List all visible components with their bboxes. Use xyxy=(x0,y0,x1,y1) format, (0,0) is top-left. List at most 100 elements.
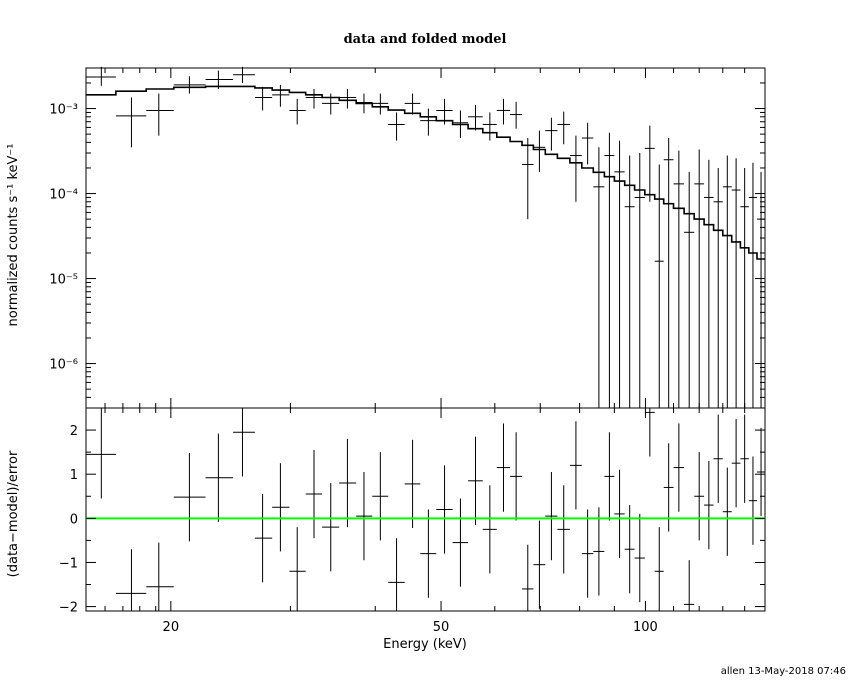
data-point xyxy=(604,132,615,408)
residual-point xyxy=(569,421,582,510)
y-tick-label: 10⁻³ xyxy=(49,103,78,118)
residual-point xyxy=(614,469,625,559)
y-axis-label-top: normalized counts s⁻¹ keV⁻¹ xyxy=(6,144,21,327)
y-axis-ticks-top: 10⁻⁶ 10⁻⁵ 10⁻⁴ 10⁻³ xyxy=(49,67,765,409)
data-point xyxy=(205,70,234,89)
residual-point xyxy=(663,443,674,532)
data-point xyxy=(704,159,714,408)
residual-point xyxy=(372,452,389,541)
data-point xyxy=(557,111,570,145)
y-tick-label: −2 xyxy=(59,601,78,616)
residual-point xyxy=(581,509,594,598)
data-point xyxy=(452,110,469,139)
data-point xyxy=(593,147,605,408)
y-tick-label: 10⁻⁴ xyxy=(49,188,78,203)
residual-point xyxy=(356,471,373,561)
residual-point xyxy=(604,432,615,521)
residual-point xyxy=(339,438,357,528)
residual-point xyxy=(533,520,546,609)
y-axis-label-bottom: (data−model)/error xyxy=(6,450,21,577)
residual-point xyxy=(634,513,645,603)
chart-title: data and folded model xyxy=(344,32,507,47)
residual-point xyxy=(496,423,511,512)
data-point xyxy=(305,88,323,109)
residual-point xyxy=(420,509,437,598)
data-point xyxy=(146,93,174,136)
data-point xyxy=(673,150,685,408)
residual-point xyxy=(713,414,723,503)
residual-point xyxy=(704,460,714,550)
residual-points xyxy=(86,408,765,611)
data-points-top xyxy=(86,66,765,408)
data-point xyxy=(86,66,116,86)
data-point xyxy=(482,112,497,141)
data-point xyxy=(684,171,695,408)
data-point xyxy=(254,86,273,111)
residual-point xyxy=(233,408,255,477)
y-tick-label: −1 xyxy=(59,556,78,571)
top-panel-frame xyxy=(85,67,766,409)
data-point xyxy=(713,167,723,408)
residual-point xyxy=(146,542,174,611)
x-axis-label: Energy (keV) xyxy=(383,637,467,652)
data-point xyxy=(404,93,421,115)
x-axis-ticks: 20 50 100 xyxy=(85,68,766,635)
model-step-line xyxy=(86,85,765,260)
y-axis-ticks-bottom: −2 −1 0 1 2 xyxy=(59,407,765,616)
residual-point xyxy=(593,507,605,596)
data-point xyxy=(356,93,373,114)
residual-point xyxy=(482,485,497,574)
data-point xyxy=(654,164,664,408)
data-point xyxy=(624,155,635,408)
data-point xyxy=(115,97,147,148)
residual-point xyxy=(731,419,741,508)
residual-point xyxy=(305,449,323,539)
data-point xyxy=(436,98,453,125)
model-histogram xyxy=(86,85,765,260)
data-point xyxy=(644,125,655,202)
data-point xyxy=(289,98,306,125)
data-point xyxy=(748,162,758,408)
residual-point xyxy=(684,560,695,611)
residual-point xyxy=(673,423,685,512)
data-point xyxy=(694,149,705,408)
residual-point xyxy=(522,544,534,611)
data-point xyxy=(522,138,534,220)
data-point xyxy=(339,88,357,109)
residual-point xyxy=(404,439,421,529)
y-tick-label: 0 xyxy=(70,512,78,527)
residual-point xyxy=(644,408,655,457)
data-point xyxy=(581,122,594,165)
x-tick-label: 20 xyxy=(163,620,180,635)
residual-point xyxy=(289,527,306,611)
residual-point xyxy=(322,483,340,572)
residual-point xyxy=(557,485,570,574)
data-point xyxy=(233,66,255,83)
residual-point xyxy=(740,414,749,503)
x-tick-label: 100 xyxy=(633,620,658,635)
x-tick-label: 50 xyxy=(433,620,450,635)
y-tick-label: 10⁻⁶ xyxy=(49,358,78,373)
data-point xyxy=(740,167,749,408)
data-point xyxy=(388,112,405,141)
residual-point xyxy=(694,452,705,541)
footer-timestamp: allen 13-May-2018 07:46 xyxy=(721,666,846,677)
y-tick-label: 1 xyxy=(70,468,78,483)
data-point xyxy=(322,93,340,115)
residual-point xyxy=(388,538,405,611)
data-point xyxy=(173,76,206,94)
residual-point xyxy=(654,527,664,611)
data-point xyxy=(663,138,674,408)
residual-point xyxy=(115,549,147,611)
data-point xyxy=(372,93,389,115)
data-point xyxy=(757,171,765,408)
data-point xyxy=(634,153,645,408)
data-point xyxy=(722,155,732,408)
residual-point xyxy=(748,456,758,545)
data-point xyxy=(510,101,523,129)
y-tick-label: 10⁻⁵ xyxy=(49,273,78,288)
data-point xyxy=(614,140,625,408)
residual-point xyxy=(272,463,290,552)
residual-point xyxy=(86,408,116,499)
